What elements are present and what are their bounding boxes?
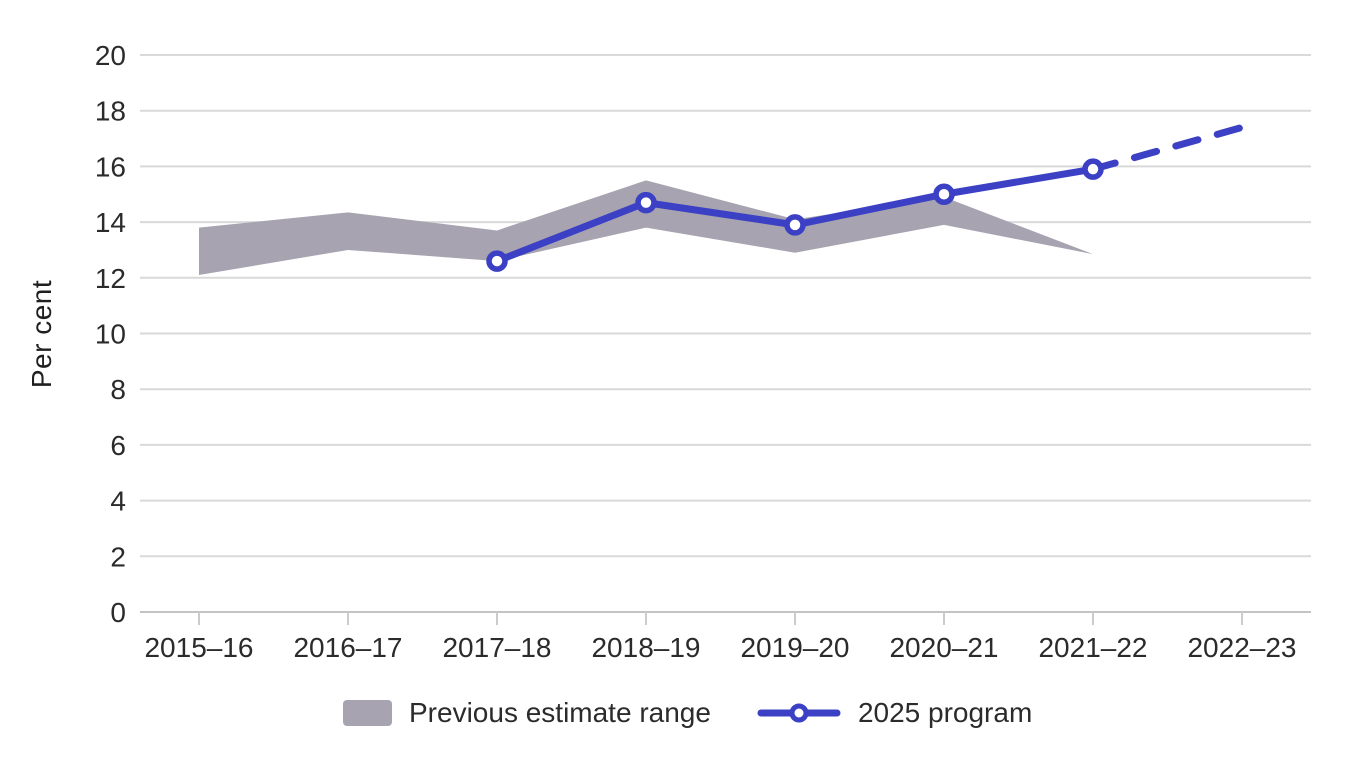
x-tick-label: 2016–17 xyxy=(293,632,402,663)
y-tick-label: 8 xyxy=(110,374,126,405)
y-tick-label: 16 xyxy=(95,151,126,182)
data-point-marker xyxy=(635,191,657,214)
previous-estimate-band xyxy=(199,180,1093,276)
x-tick-label: 2017–18 xyxy=(442,632,551,663)
y-tick-label: 6 xyxy=(110,430,126,461)
y-tick-label: 18 xyxy=(95,96,126,127)
data-point-marker xyxy=(784,214,806,236)
y-tick-label: 0 xyxy=(110,597,126,628)
grid-layer: 0 2 4 6 8 10 12 14 16 18 20 2015–16 2016–17 2017–18 20… xyxy=(95,40,1311,663)
data-point-marker xyxy=(486,250,508,272)
y-tick-label: 10 xyxy=(95,319,126,350)
series-layer xyxy=(199,123,1246,276)
band-swatch-icon xyxy=(343,700,392,726)
legend: Previous estimate range 2025 program xyxy=(343,697,1032,729)
legend-label-2025-program: 2025 program xyxy=(857,697,1033,728)
legend-item-2025-program: 2025 program xyxy=(757,697,1032,729)
y-axis-title: Per cent xyxy=(26,280,57,388)
legend-item-previous-estimate-range: Previous estimate range xyxy=(343,697,711,729)
y-tick-label: 14 xyxy=(95,207,126,238)
y-tick-label: 12 xyxy=(95,263,126,294)
x-tick-label: 2019–20 xyxy=(740,632,849,663)
y-tick-label: 2 xyxy=(110,541,126,572)
y-tick-label: 4 xyxy=(110,486,126,517)
data-point-marker xyxy=(933,183,955,205)
x-tick-label: 2020–21 xyxy=(889,632,998,663)
x-tick-label: 2015–16 xyxy=(144,632,253,663)
x-tick-label: 2018–19 xyxy=(591,632,700,663)
x-tick-label: 2021–22 xyxy=(1038,632,1147,663)
legend-label-previous-estimate-range: Previous estimate range xyxy=(409,697,711,728)
data-point-marker xyxy=(1082,158,1104,180)
program-line-projection xyxy=(1089,123,1246,173)
line-marker-swatch-icon xyxy=(757,703,841,723)
x-tick-label: 2022–23 xyxy=(1187,632,1296,663)
y-tick-label: 20 xyxy=(95,40,126,71)
